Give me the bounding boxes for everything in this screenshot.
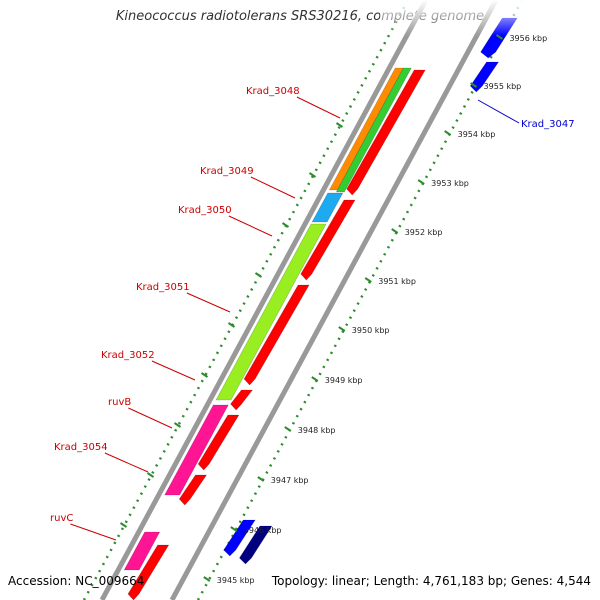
tick-label-1: 3956 kbp (509, 34, 547, 43)
red-gene-7 (127, 544, 170, 600)
tick-label-5: 3952 kbp (405, 228, 443, 237)
gene-label-krad_3049: Krad_3049 (200, 166, 254, 177)
gene-label-krad_3050: Krad_3050 (178, 205, 232, 216)
leader-line-4 (186, 292, 231, 313)
tick-label-11: 3946 kbp (244, 526, 282, 535)
cyan-feature (311, 192, 344, 223)
tick-mark-4 (417, 179, 425, 185)
top-fade (380, 0, 540, 36)
lime-feature (215, 223, 327, 401)
left-tick-9 (119, 522, 128, 528)
left-tick-2 (308, 172, 317, 178)
pink-feature-2 (123, 531, 161, 571)
gene-label-krad_3047: Krad_3047 (521, 119, 575, 130)
blue-gene-2 (469, 61, 500, 93)
gene-label-krad_3051: Krad_3051 (136, 282, 190, 293)
tick-mark-3 (444, 130, 452, 136)
green-feature (335, 67, 412, 193)
left-tick-8 (146, 472, 155, 478)
gene-label-krad_3048: Krad_3048 (246, 86, 300, 97)
leader-line-3 (228, 215, 273, 237)
tick-label-6: 3951 kbp (378, 277, 416, 286)
pink-feature-1 (164, 404, 229, 496)
gene-label-ruvb: ruvB (108, 397, 131, 408)
leader-line-8 (70, 523, 117, 541)
leader-line-1 (296, 96, 341, 119)
tick-label-4: 3953 kbp (431, 179, 469, 188)
left-tick-5 (227, 322, 236, 328)
red-gene-4 (230, 389, 254, 411)
tick-mark-8 (311, 376, 319, 382)
tick-label-3: 3954 kbp (458, 130, 496, 139)
dotted-guide-right (196, 0, 524, 600)
leader-line-5 (151, 360, 196, 381)
gene-label-krad_3054: Krad_3054 (54, 442, 108, 453)
navy-gene-1 (239, 525, 273, 565)
tick-mark-7 (338, 326, 346, 332)
accession-label: Accession: NC_009664 (8, 574, 145, 588)
tick-mark-2 (470, 82, 478, 88)
genome-track-highlight (175, 0, 501, 600)
tick-label-10: 3947 kbp (271, 476, 309, 485)
genome-track-lower (99, 0, 429, 600)
orange-feature (328, 67, 404, 191)
red-gene-2 (300, 199, 356, 281)
leader-line-9 (477, 99, 520, 124)
tick-label-9: 3948 kbp (298, 426, 336, 435)
tick-mark-6 (364, 277, 372, 283)
gene-label-krad_3052: Krad_3052 (101, 350, 155, 361)
red-gene-6 (178, 474, 208, 506)
genome-summary: Topology: linear; Length: 4,761,183 bp; … (271, 574, 591, 588)
red-gene-1 (346, 69, 426, 196)
tick-label-7: 3950 kbp (352, 326, 390, 335)
left-tick-1 (335, 122, 344, 128)
left-tick-4 (254, 272, 263, 278)
blue-gene-3 (223, 519, 256, 557)
genome-track (169, 0, 499, 600)
left-tick-7 (173, 422, 182, 428)
gene-label-ruvc: ruvC (50, 513, 73, 524)
tick-mark-5 (391, 228, 399, 234)
tick-mark-10 (257, 476, 265, 482)
left-tick-6 (200, 372, 209, 378)
tick-mark-9 (284, 426, 292, 432)
tick-label-12: 3945 kbp (217, 576, 255, 585)
left-tick-3 (281, 222, 290, 228)
red-gene-5 (197, 414, 240, 471)
red-gene-3 (243, 284, 310, 386)
tick-mark-12 (203, 576, 211, 582)
tick-label-2: 3955 kbp (484, 82, 522, 91)
leader-line-7 (104, 452, 149, 473)
dotted-guide-left (82, 0, 410, 600)
tick-label-8: 3949 kbp (325, 376, 363, 385)
tick-mark-11 (230, 526, 238, 532)
leader-line-2 (250, 176, 296, 199)
leader-line-6 (128, 407, 173, 429)
